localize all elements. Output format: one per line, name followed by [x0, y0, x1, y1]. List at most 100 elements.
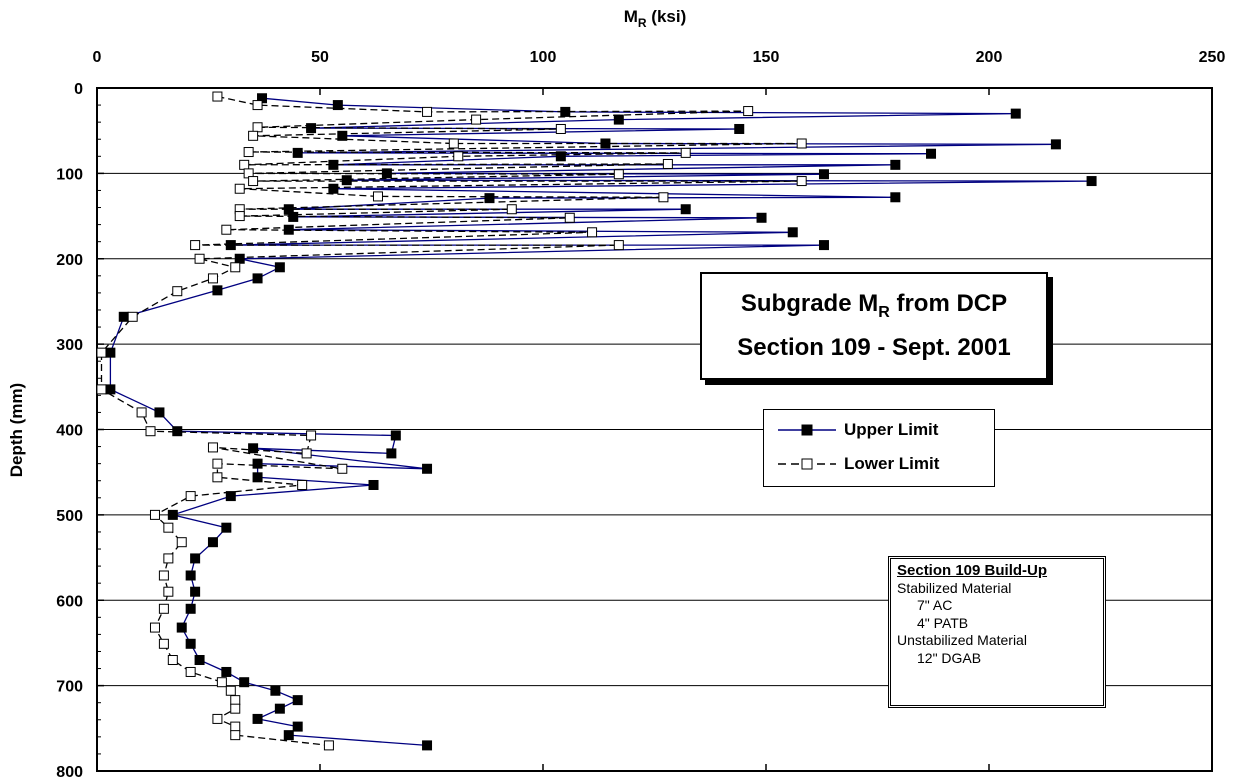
data-point: [207, 537, 218, 548]
data-point: [274, 262, 285, 273]
y-tick-label: 200: [56, 252, 83, 269]
data-point: [163, 522, 174, 533]
data-point: [163, 553, 174, 564]
data-point: [185, 666, 196, 677]
data-point: [216, 677, 227, 688]
data-point: [787, 227, 798, 238]
data-point: [194, 253, 205, 264]
y-tick-label: 500: [56, 508, 83, 525]
data-point: [248, 443, 259, 454]
data-point: [248, 130, 259, 141]
legend-label-upper: Upper Limit: [844, 420, 939, 439]
gridlines: [97, 172, 1212, 687]
data-point: [890, 159, 901, 170]
data-point: [332, 100, 343, 111]
data-point: [680, 204, 691, 215]
series-group: [96, 91, 1097, 751]
data-point: [555, 151, 566, 162]
data-point: [270, 685, 281, 696]
data-point: [926, 148, 937, 159]
x-tick-label: 100: [530, 49, 557, 66]
data-point: [212, 285, 223, 296]
data-point: [221, 666, 232, 677]
data-point: [337, 463, 348, 474]
data-point: [613, 240, 624, 251]
data-point: [341, 175, 352, 186]
data-point: [453, 151, 464, 162]
data-point: [234, 183, 245, 194]
data-point: [194, 655, 205, 666]
data-point: [484, 193, 495, 204]
data-point: [1086, 176, 1097, 187]
data-point: [252, 100, 263, 111]
data-point: [212, 458, 223, 469]
y-axis-ticks: 0 100 200 300 400 500 600 700 800: [56, 81, 104, 777]
data-point: [96, 384, 107, 395]
buildup-line: Stabilized Material: [897, 579, 1012, 596]
chart-title-box: Subgrade MR from DCP Section 109 - Sept.…: [700, 272, 1048, 380]
data-point: [239, 677, 250, 688]
data-point: [386, 448, 397, 459]
data-point: [252, 458, 263, 469]
series-lower: [96, 91, 807, 751]
data-point: [190, 553, 201, 564]
data-point: [1010, 108, 1021, 119]
legend: Upper Limit Lower Limit: [763, 409, 995, 487]
data-point: [471, 114, 482, 125]
chart-subtitle: Section 109 - Sept. 2001: [737, 334, 1011, 362]
data-point: [756, 212, 767, 223]
data-point: [167, 509, 178, 520]
data-point: [230, 695, 241, 706]
data-point: [390, 430, 401, 441]
data-point: [190, 240, 201, 251]
data-point: [176, 622, 187, 633]
data-point: [158, 603, 169, 614]
data-point: [301, 448, 312, 459]
data-point: [613, 169, 624, 180]
data-point: [890, 192, 901, 203]
x-tick-label: 200: [976, 49, 1003, 66]
data-point: [337, 130, 348, 141]
data-point: [230, 721, 241, 732]
data-point: [587, 227, 598, 238]
y-tick-label: 100: [56, 166, 83, 183]
data-point: [127, 311, 138, 322]
data-point: [306, 430, 317, 441]
data-point: [212, 713, 223, 724]
x-tick-label: 0: [93, 49, 102, 66]
data-point: [448, 138, 459, 149]
data-point: [680, 147, 691, 158]
data-point: [292, 695, 303, 706]
data-point: [167, 655, 178, 666]
data-point: [252, 472, 263, 483]
x-axis-title: MR (ksi): [624, 7, 687, 30]
data-point: [234, 253, 245, 264]
data-point: [158, 570, 169, 581]
buildup-box: Section 109 Build-Up Stabilized Material…: [888, 556, 1106, 708]
data-point: [372, 191, 383, 202]
data-point: [221, 224, 232, 235]
legend-item-lower: Lower Limit: [776, 452, 939, 476]
data-point: [422, 463, 433, 474]
data-point: [368, 479, 379, 490]
data-point: [149, 622, 160, 633]
data-point: [243, 147, 254, 158]
data-point: [105, 384, 116, 395]
data-point: [818, 169, 829, 180]
y-tick-label: 800: [56, 764, 83, 777]
data-point: [158, 638, 169, 649]
data-point: [185, 491, 196, 502]
data-point: [658, 192, 669, 203]
data-point: [190, 586, 201, 597]
data-point: [96, 347, 107, 358]
data-point: [230, 730, 241, 741]
data-point: [248, 176, 259, 187]
data-point: [225, 685, 236, 696]
data-point: [239, 159, 250, 170]
data-point: [212, 472, 223, 483]
x-axis-ticks: 0 50 100 150 200 250: [93, 49, 1225, 771]
data-point: [328, 183, 339, 194]
chart-title: Subgrade MR from DCP: [740, 289, 1008, 321]
legend-swatch-upper: [778, 424, 836, 436]
